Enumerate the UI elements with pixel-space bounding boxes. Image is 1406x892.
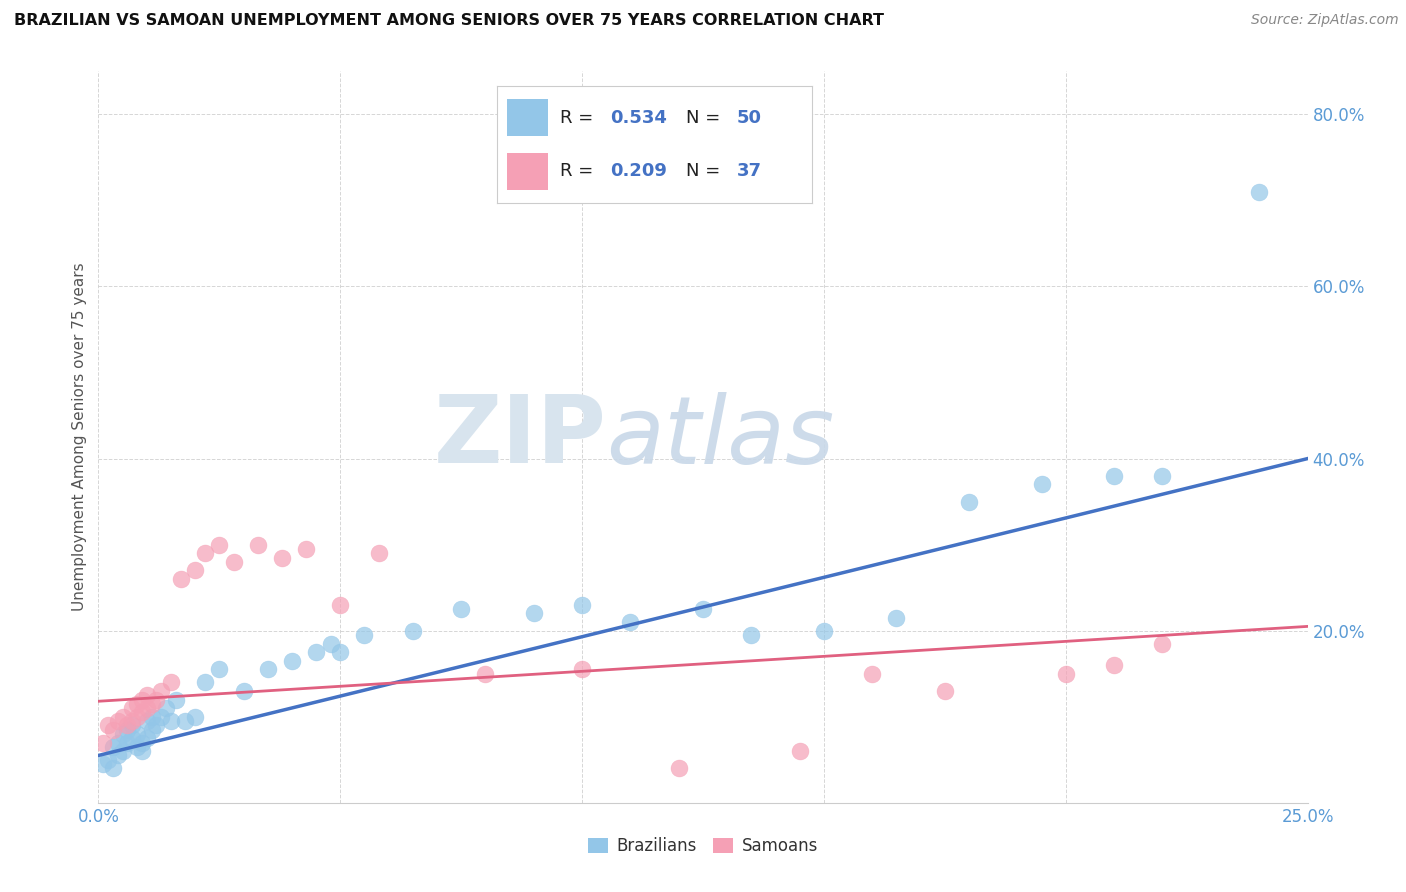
Point: [1152, 468, 1174, 483]
Point: [135, 714, 157, 728]
Point: [160, 714, 183, 728]
Point: [111, 727, 134, 741]
Text: atlas: atlas: [606, 392, 835, 483]
Point: [107, 735, 129, 749]
Point: [886, 611, 908, 625]
Point: [97, 718, 120, 732]
Point: [165, 692, 187, 706]
Point: [740, 628, 762, 642]
Point: [121, 701, 143, 715]
Point: [668, 761, 690, 775]
Point: [101, 761, 124, 775]
Legend: Brazilians, Samoans: Brazilians, Samoans: [583, 832, 823, 860]
Point: [160, 675, 183, 690]
Point: [150, 710, 173, 724]
Point: [111, 710, 134, 724]
Point: [107, 748, 129, 763]
Point: [150, 684, 173, 698]
Point: [184, 710, 207, 724]
Point: [174, 714, 197, 728]
Point: [329, 645, 352, 659]
Point: [141, 710, 163, 724]
Point: [194, 675, 217, 690]
Point: [117, 723, 139, 737]
Y-axis label: Unemployment Among Seniors over 75 years: Unemployment Among Seniors over 75 years: [72, 263, 87, 611]
Text: BRAZILIAN VS SAMOAN UNEMPLOYMENT AMONG SENIORS OVER 75 YEARS CORRELATION CHART: BRAZILIAN VS SAMOAN UNEMPLOYMENT AMONG S…: [14, 13, 884, 29]
Point: [1102, 658, 1125, 673]
Point: [169, 572, 191, 586]
Point: [101, 723, 124, 737]
Point: [117, 735, 139, 749]
Point: [368, 546, 391, 560]
Point: [91, 735, 114, 749]
Point: [450, 602, 472, 616]
Point: [232, 684, 254, 698]
Point: [692, 602, 714, 616]
Point: [194, 546, 217, 560]
Point: [319, 637, 342, 651]
Point: [121, 718, 143, 732]
Point: [135, 731, 157, 746]
Point: [131, 744, 153, 758]
Text: ZIP: ZIP: [433, 391, 606, 483]
Point: [222, 555, 245, 569]
Point: [155, 701, 177, 715]
Point: [247, 538, 270, 552]
Point: [305, 645, 328, 659]
Point: [127, 697, 149, 711]
Point: [131, 735, 153, 749]
Point: [860, 666, 883, 681]
Point: [141, 697, 163, 711]
Point: [934, 684, 956, 698]
Point: [1152, 637, 1174, 651]
Point: [101, 739, 124, 754]
Point: [91, 757, 114, 772]
Point: [127, 710, 149, 724]
Point: [121, 731, 143, 746]
Point: [1249, 185, 1271, 199]
Point: [353, 628, 375, 642]
Point: [957, 494, 980, 508]
Point: [523, 607, 546, 621]
Point: [184, 564, 207, 578]
Point: [571, 598, 593, 612]
Point: [1054, 666, 1077, 681]
Point: [619, 615, 641, 629]
Point: [813, 624, 835, 638]
Point: [1031, 477, 1053, 491]
Point: [135, 701, 157, 715]
Point: [131, 692, 153, 706]
Point: [208, 538, 231, 552]
Point: [1102, 468, 1125, 483]
Point: [256, 662, 278, 676]
Point: [131, 706, 153, 720]
Point: [135, 688, 157, 702]
Point: [111, 744, 134, 758]
Point: [145, 718, 167, 732]
Point: [141, 723, 163, 737]
Point: [107, 714, 129, 728]
Point: [571, 662, 593, 676]
Point: [97, 753, 120, 767]
Text: Source: ZipAtlas.com: Source: ZipAtlas.com: [1251, 13, 1399, 28]
Point: [121, 714, 143, 728]
Point: [329, 598, 352, 612]
Point: [789, 744, 811, 758]
Point: [281, 654, 304, 668]
Point: [127, 739, 149, 754]
Point: [145, 692, 167, 706]
Point: [402, 624, 425, 638]
Point: [271, 550, 294, 565]
Point: [474, 666, 496, 681]
Point: [295, 541, 318, 556]
Point: [208, 662, 231, 676]
Point: [117, 718, 139, 732]
Point: [127, 727, 149, 741]
